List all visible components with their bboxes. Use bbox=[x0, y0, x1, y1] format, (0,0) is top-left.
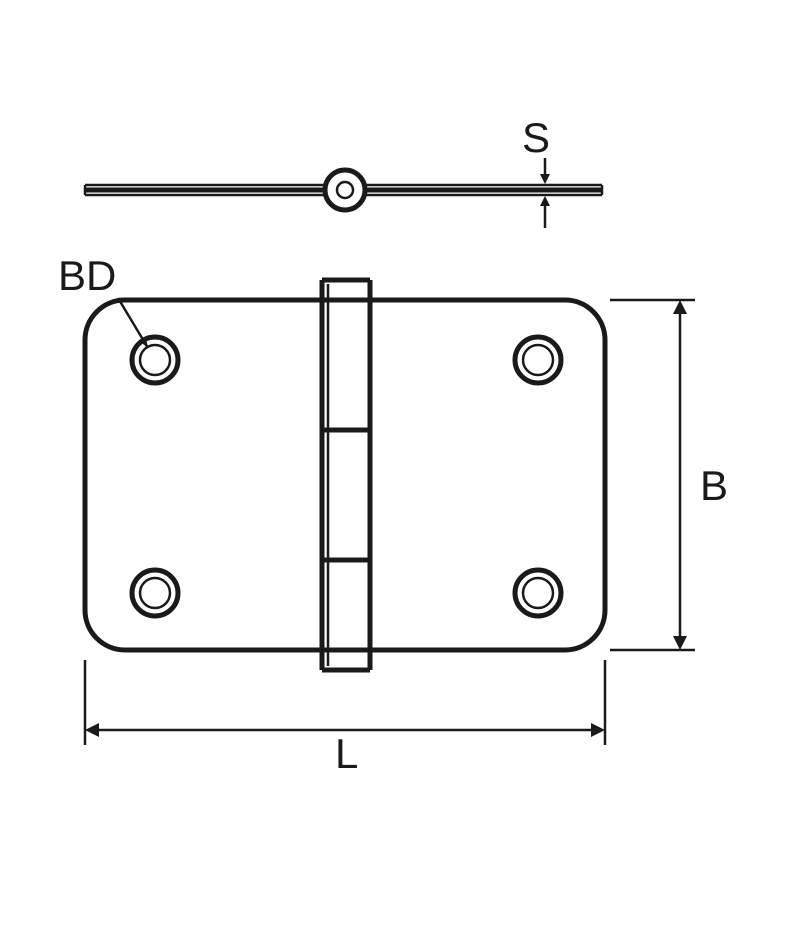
dim-label-l: L bbox=[335, 730, 358, 777]
dim-label-b: B bbox=[700, 462, 728, 509]
dim-label-s: S bbox=[522, 114, 550, 161]
dim-label-bd: BD bbox=[58, 252, 116, 299]
hinge-technical-diagram: S BD B L bbox=[0, 0, 800, 939]
